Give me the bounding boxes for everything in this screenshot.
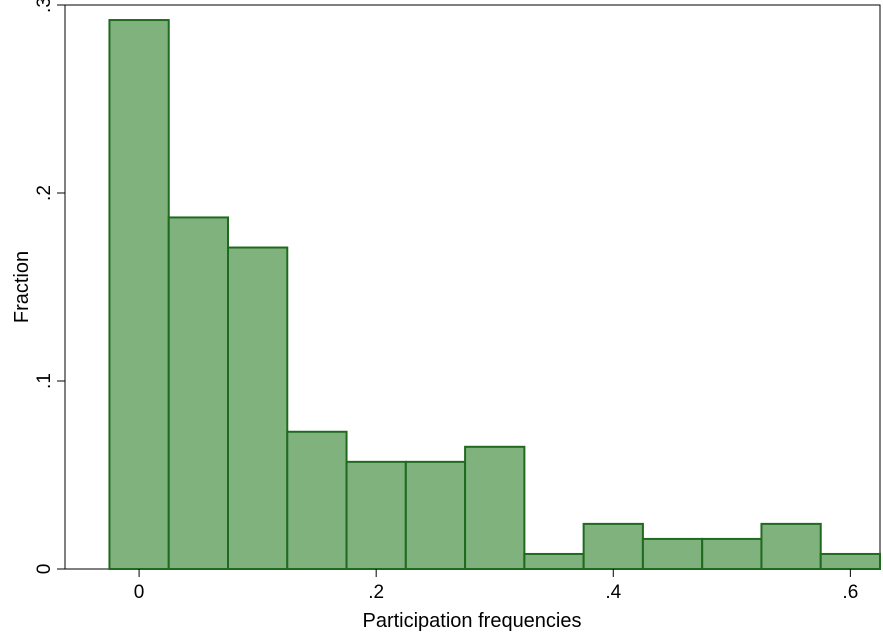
x-tick-label-3: .6 — [842, 582, 858, 603]
bars-group — [108, 19, 882, 571]
histogram-bar-10 — [701, 537, 763, 570]
histogram-bar-4 — [345, 460, 407, 570]
x-tick-label-1: .2 — [368, 582, 384, 603]
x-axis: 0 .2 .4 .6 — [134, 569, 858, 603]
histogram-bar-0 — [108, 19, 170, 571]
histogram-bar-8 — [582, 522, 644, 571]
histogram-bar-12 — [819, 552, 882, 571]
histogram-bar-9 — [641, 537, 704, 570]
histogram-bar-7 — [523, 552, 585, 571]
y-tick-label-0: 0 — [34, 564, 55, 575]
histogram-bar-3 — [286, 430, 348, 571]
y-tick-label-2: .2 — [34, 185, 55, 201]
histogram-bar-5 — [404, 460, 467, 570]
histogram-bar-11 — [760, 522, 822, 571]
y-tick-label-3: .3 — [34, 0, 55, 13]
x-axis-title: Participation frequencies — [362, 610, 581, 632]
x-tick-label-2: .4 — [605, 582, 621, 603]
histogram-bar-6 — [464, 445, 526, 570]
x-tick-label-0: 0 — [134, 582, 145, 603]
y-axis-title: Fraction — [11, 251, 33, 323]
y-axis: 0 .1 .2 .3 — [34, 0, 65, 574]
histogram-bar-1 — [167, 216, 230, 570]
y-tick-label-1: .1 — [34, 373, 55, 389]
histogram-bar-2 — [227, 246, 289, 571]
